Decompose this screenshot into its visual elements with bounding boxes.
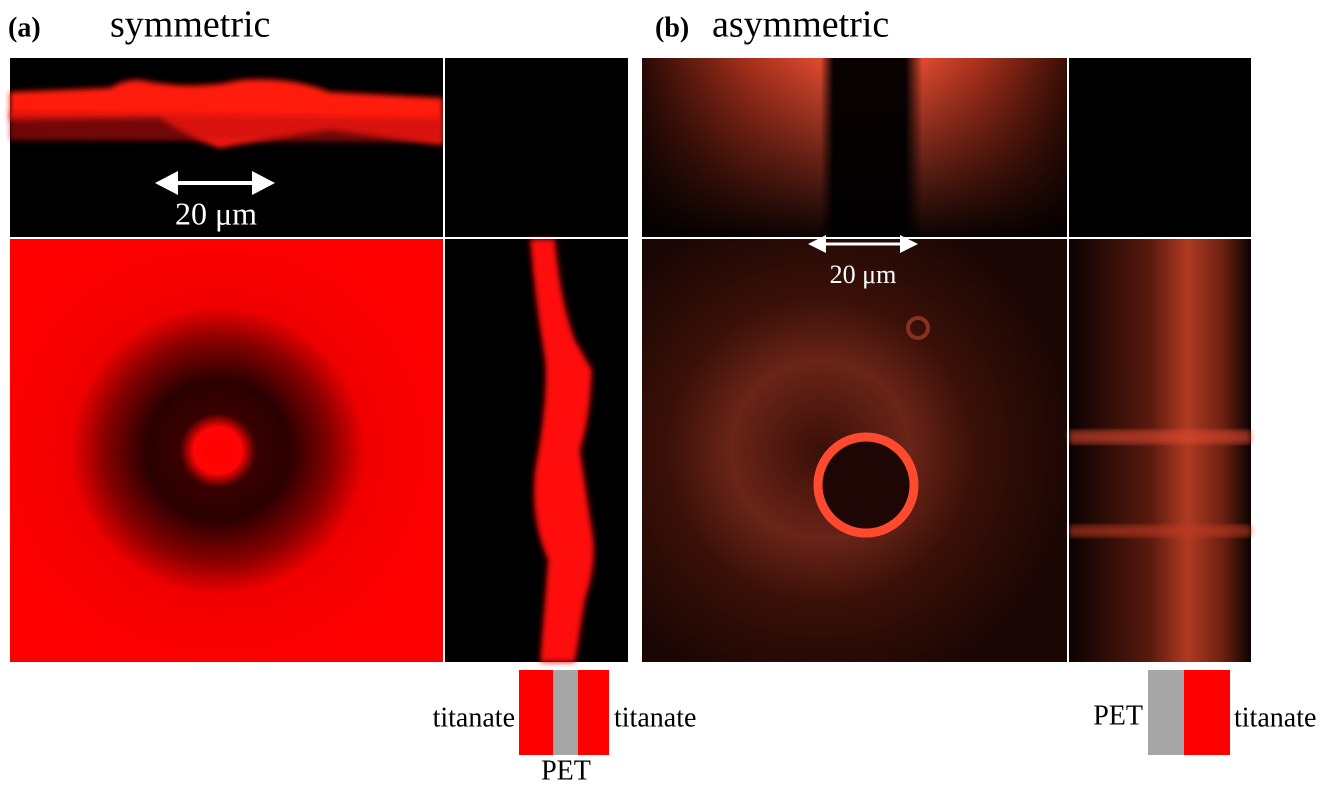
- layer-label: titanate: [614, 702, 696, 733]
- panel-label: (b): [655, 12, 689, 43]
- panel-label: (a): [8, 12, 41, 43]
- layer-label: titanate: [1234, 702, 1316, 733]
- scale-bar-label: 20 μm: [830, 260, 897, 289]
- image-b: [642, 58, 1251, 662]
- layer-label: PET: [541, 755, 591, 785]
- schematic-a: titanate titanate PET: [433, 670, 697, 785]
- page: {"panels": [ {"label": "(a)", "title": "…: [0, 0, 1326, 785]
- image-a: [10, 58, 628, 662]
- layer-label: PET: [1093, 700, 1143, 731]
- schematic-b: PET titanate: [1093, 670, 1316, 755]
- layer-label: titanate: [433, 702, 515, 733]
- panel-title: asymmetric: [712, 4, 889, 46]
- scale-bar-label: 20 μm: [175, 195, 257, 231]
- figure: (a) symmetric 20 μm titanate titanate PE…: [0, 0, 1326, 785]
- panel-title: symmetric: [110, 4, 270, 46]
